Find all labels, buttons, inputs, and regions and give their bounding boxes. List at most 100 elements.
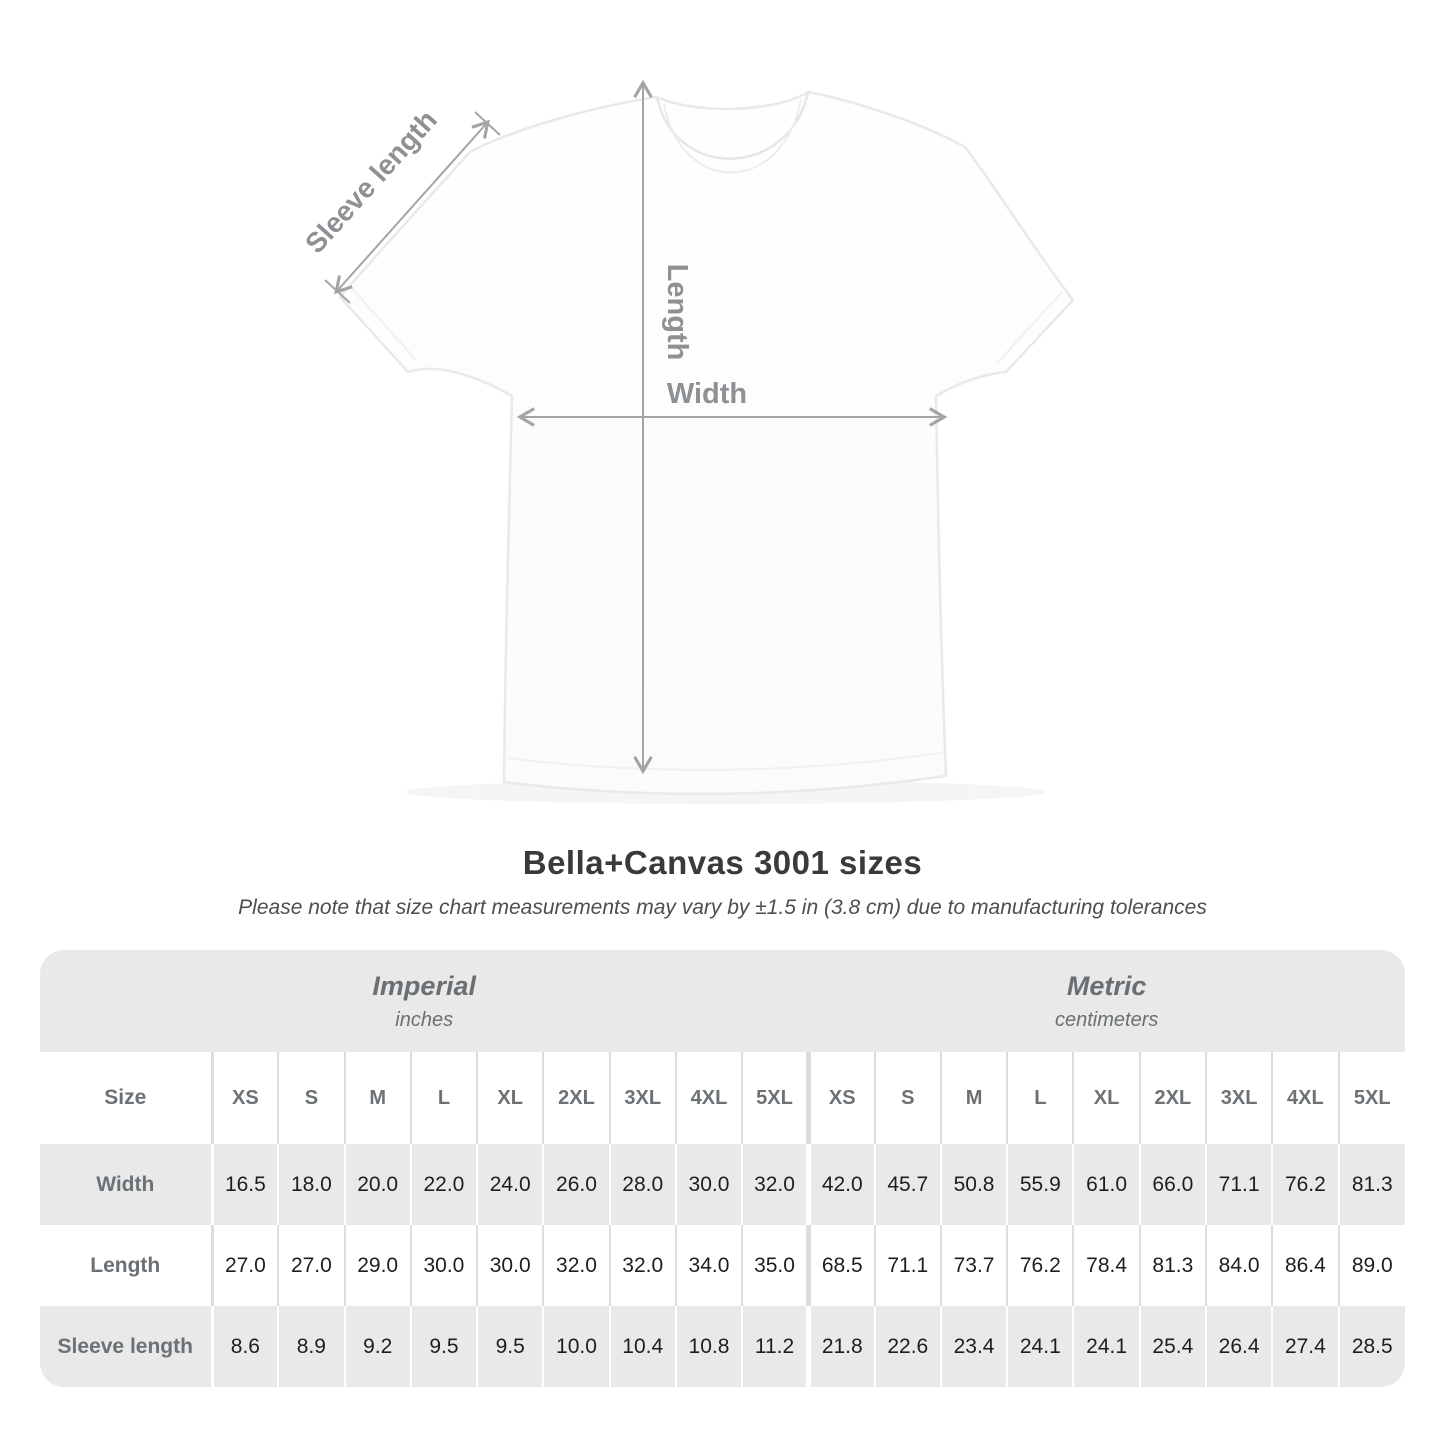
size-col-imperial-m: M xyxy=(343,1052,411,1144)
table-row-sleeve-length: Sleeve length 8.6 8.9 9.2 9.5 9.5 10.0 10.4 10.8… xyxy=(40,1306,1405,1387)
row-label: Length xyxy=(90,1253,161,1277)
size-col-metric-s: S xyxy=(873,1052,941,1144)
value-cell: 81.3 xyxy=(1337,1144,1405,1225)
size-col-imperial-l: L xyxy=(409,1052,478,1144)
sleeve-length-arrow xyxy=(334,119,490,295)
value-cell: 29.0 xyxy=(343,1225,411,1306)
table-row-length: Length 27.0 27.0 29.0 30.0 30.0 32.0 32.0 34.0 35… xyxy=(40,1225,1405,1306)
value-cell: 68.5 xyxy=(805,1225,875,1306)
value-cell: 20.0 xyxy=(343,1144,411,1225)
value-cell: 32.0 xyxy=(608,1225,676,1306)
size-chart-table: Imperial inches Metric centimeters Size … xyxy=(40,950,1405,1387)
value-cell: 76.2 xyxy=(1006,1225,1074,1306)
value-cell: 24.0 xyxy=(476,1144,544,1225)
metric-band: Metric centimeters xyxy=(808,950,1405,1052)
length-label: Length xyxy=(661,264,693,361)
value-cell: 45.7 xyxy=(873,1144,941,1225)
hem-seam xyxy=(507,752,943,771)
value-cell: 24.1 xyxy=(1072,1306,1140,1387)
value-cell: 26.0 xyxy=(542,1144,610,1225)
size-header-row: Size XS S M L XL 2XL 3XL 4XL 5XL XS S M L XL 2XL 3XL 4XL… xyxy=(40,1052,1405,1144)
value-cell: 42.0 xyxy=(805,1144,875,1225)
row-label: Sleeve length xyxy=(57,1334,193,1358)
size-table-container: Imperial inches Metric centimeters Size … xyxy=(40,950,1405,1387)
value-cell: 50.8 xyxy=(939,1144,1008,1225)
size-col-imperial-3xl: 3XL xyxy=(608,1052,676,1144)
value-cell: 71.1 xyxy=(1204,1144,1273,1225)
size-col-metric-l: L xyxy=(1006,1052,1074,1144)
size-col-metric-5xl: 5XL xyxy=(1337,1052,1405,1144)
size-col-metric-m: M xyxy=(939,1052,1008,1144)
metric-label: Metric xyxy=(1066,970,1147,1001)
size-col-metric-4xl: 4XL xyxy=(1271,1052,1339,1144)
imperial-label: Imperial xyxy=(372,970,476,1001)
value-cell: 9.2 xyxy=(343,1306,411,1387)
unit-band-row: Imperial inches Metric centimeters xyxy=(40,950,1405,1052)
row-label: Width xyxy=(96,1172,155,1196)
page-title: Bella+Canvas 3001 sizes xyxy=(522,844,923,881)
value-cell: 73.7 xyxy=(939,1225,1008,1306)
value-cell: 55.9 xyxy=(1006,1144,1074,1225)
collar-inner-curve xyxy=(663,98,802,174)
value-cell: 81.3 xyxy=(1138,1225,1206,1306)
value-cell: 28.0 xyxy=(608,1144,676,1225)
value-cell: 32.0 xyxy=(741,1144,809,1225)
value-cell: 21.8 xyxy=(805,1306,875,1387)
imperial-band: Imperial inches xyxy=(40,950,809,1052)
value-cell: 86.4 xyxy=(1271,1225,1339,1306)
size-col-imperial-2xl: 2XL xyxy=(542,1052,610,1144)
value-cell: 89.0 xyxy=(1337,1225,1405,1306)
value-cell: 10.4 xyxy=(608,1306,676,1387)
collar-outer-curve xyxy=(655,91,810,160)
value-cell: 61.0 xyxy=(1072,1144,1140,1225)
value-cell: 23.4 xyxy=(939,1306,1008,1387)
value-cell: 84.0 xyxy=(1204,1225,1273,1306)
size-col-metric-xl: XL xyxy=(1072,1052,1140,1144)
sleeve-arrow-end-tick-top xyxy=(474,111,501,136)
value-cell: 28.5 xyxy=(1337,1306,1405,1387)
value-cell: 25.4 xyxy=(1138,1306,1206,1387)
size-col-metric-3xl: 3XL xyxy=(1204,1052,1273,1144)
size-col-imperial-xs: XS xyxy=(210,1052,279,1144)
value-cell: 71.1 xyxy=(873,1225,941,1306)
value-cell: 24.1 xyxy=(1006,1306,1074,1387)
value-cell: 78.4 xyxy=(1072,1225,1140,1306)
value-cell: 34.0 xyxy=(674,1225,743,1306)
tshirt-measurement-diagram: Length Width Sleeve length xyxy=(299,79,1075,804)
size-col-imperial-xl: XL xyxy=(476,1052,544,1144)
size-col-imperial-4xl: 4XL xyxy=(674,1052,743,1144)
imperial-unit: inches xyxy=(395,1008,454,1031)
value-cell: 66.0 xyxy=(1138,1144,1206,1225)
value-cell: 27.0 xyxy=(277,1225,345,1306)
tolerance-note: Please note that size chart measurements… xyxy=(238,896,1207,919)
tshirt-outline xyxy=(338,90,1075,796)
table-row-width: Width 16.5 18.0 20.0 22.0 24.0 26.0 28.0 30.0 32.… xyxy=(40,1144,1405,1225)
value-cell: 22.6 xyxy=(873,1306,941,1387)
value-cell: 27.0 xyxy=(210,1225,279,1306)
width-label: Width xyxy=(667,378,747,410)
size-col-metric-xs: XS xyxy=(805,1052,875,1144)
value-cell: 9.5 xyxy=(476,1306,544,1387)
value-cell: 16.5 xyxy=(210,1144,279,1225)
value-cell: 8.6 xyxy=(210,1306,279,1387)
value-cell: 18.0 xyxy=(277,1144,345,1225)
size-col-metric-2xl: 2XL xyxy=(1138,1052,1206,1144)
value-cell: 10.0 xyxy=(542,1306,610,1387)
value-cell: 11.2 xyxy=(741,1306,809,1387)
value-cell: 22.0 xyxy=(409,1144,478,1225)
size-column-header: Size xyxy=(104,1086,147,1109)
value-cell: 8.9 xyxy=(277,1306,345,1387)
left-cuff-seam xyxy=(349,285,417,361)
metric-unit: centimeters xyxy=(1055,1008,1159,1031)
value-cell: 10.8 xyxy=(674,1306,743,1387)
value-cell: 9.5 xyxy=(409,1306,478,1387)
sleeve-arrow-end-tick-bottom xyxy=(324,279,351,304)
size-col-imperial-5xl: 5XL xyxy=(741,1052,809,1144)
size-col-imperial-s: S xyxy=(277,1052,345,1144)
value-cell: 30.0 xyxy=(674,1144,743,1225)
value-cell: 27.4 xyxy=(1271,1306,1339,1387)
value-cell: 35.0 xyxy=(741,1225,809,1306)
value-cell: 30.0 xyxy=(409,1225,478,1306)
value-cell: 76.2 xyxy=(1271,1144,1339,1225)
